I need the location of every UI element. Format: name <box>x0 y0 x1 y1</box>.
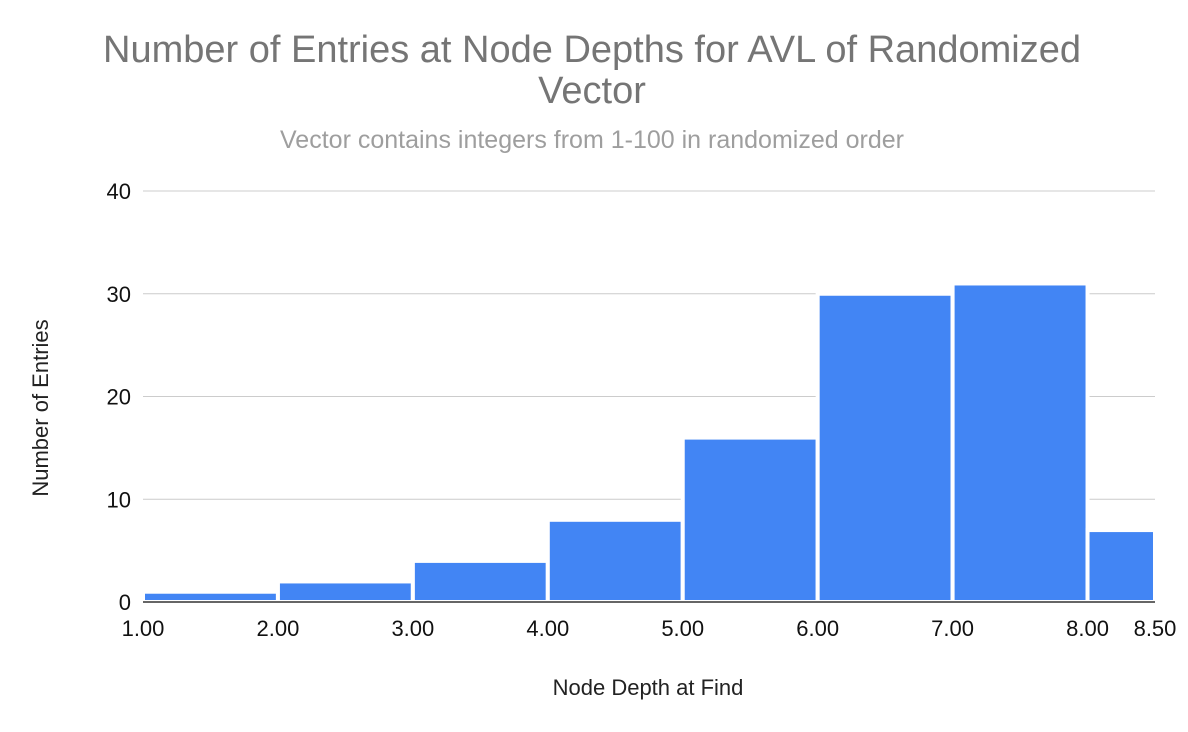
chart-title-line-1: Number of Entries at Node Depths for AVL… <box>103 29 1081 71</box>
bar-bin-3 <box>410 558 550 605</box>
chart-subtitle: Vector contains integers from 1-100 in r… <box>280 126 904 154</box>
y-tick-label: 0 <box>119 590 131 615</box>
chart-title-line-2: Vector <box>538 70 646 112</box>
x-tick-label: 3.00 <box>391 616 434 641</box>
y-axis-label: Number of Entries <box>28 319 53 496</box>
x-axis-label: Node Depth at Find <box>553 675 744 700</box>
y-tick-label: 40 <box>107 179 131 204</box>
bar-bin-8 <box>1085 528 1157 605</box>
x-tick-label: 1.00 <box>122 616 165 641</box>
bar-layer <box>141 281 1157 605</box>
x-tick-label: 8.50 <box>1134 616 1177 641</box>
bar-bin-6 <box>815 291 955 604</box>
bar-bin-2 <box>275 579 415 605</box>
x-tick-label: 4.00 <box>526 616 569 641</box>
x-tick-label: 7.00 <box>931 616 974 641</box>
y-tick-label: 10 <box>107 487 131 512</box>
tick-layer: 0 10 20 30 40 1.00 2.00 3.00 4.00 5.00 6.00 7.00 8.0… <box>107 179 1177 641</box>
x-tick-label: 6.00 <box>796 616 839 641</box>
bar-bin-7 <box>950 281 1090 604</box>
y-tick-label: 20 <box>107 385 131 410</box>
bar-bin-1 <box>141 589 280 604</box>
x-tick-label: 2.00 <box>257 616 300 641</box>
x-tick-label: 5.00 <box>661 616 704 641</box>
x-tick-label: 8.00 <box>1066 616 1109 641</box>
y-tick-label: 30 <box>107 282 131 307</box>
bar-bin-4 <box>545 517 685 604</box>
bar-bin-5 <box>680 435 820 604</box>
